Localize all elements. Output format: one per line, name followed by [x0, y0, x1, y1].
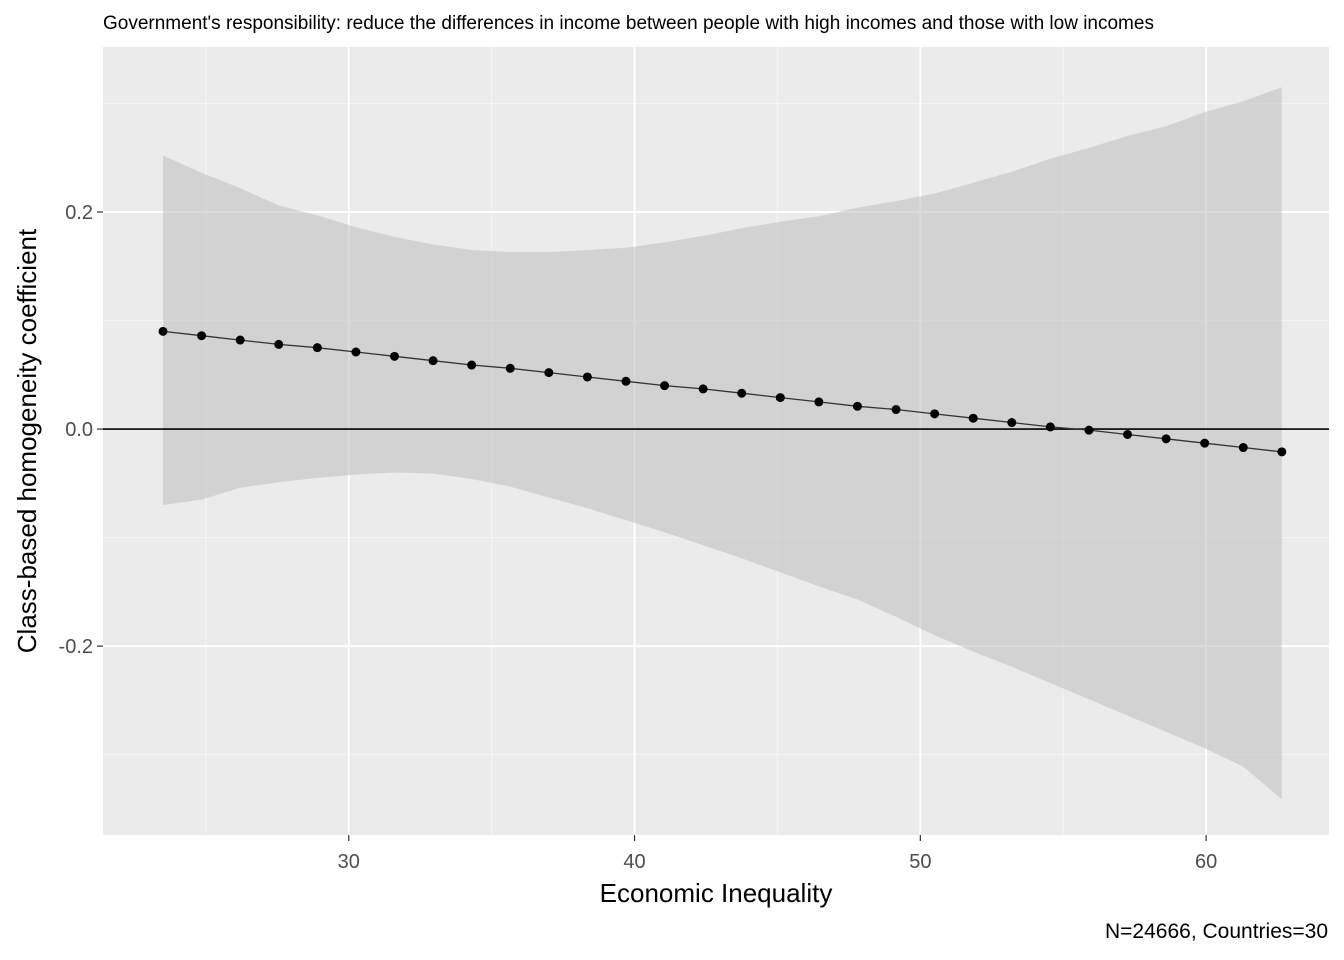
data-point [1123, 429, 1133, 439]
data-point [389, 351, 399, 361]
data-point [621, 376, 631, 386]
data-point [235, 335, 245, 345]
data-point [1084, 425, 1094, 435]
chart-caption: N=24666, Countries=30 [1105, 920, 1328, 943]
x-tick-label: 40 [623, 851, 645, 873]
data-point [1277, 447, 1287, 457]
x-tick-label: 60 [1195, 851, 1217, 873]
data-point [1045, 422, 1055, 432]
data-point [775, 393, 785, 403]
data-point [428, 356, 438, 366]
y-axis-label: Class-based homogeneity coefficient [12, 228, 42, 653]
data-point [1200, 438, 1210, 448]
data-point [814, 397, 824, 407]
chart-title: Government's responsibility: reduce the … [103, 13, 1154, 34]
data-point [197, 331, 207, 341]
data-point [737, 388, 747, 398]
y-tick-label: 0.0 [65, 419, 93, 441]
data-point [930, 409, 940, 419]
y-axis-ticks: -0.2 0.0 0.2 [59, 202, 103, 658]
y-tick-label: 0.2 [65, 202, 93, 224]
data-point [891, 405, 901, 415]
data-point [351, 347, 361, 357]
data-point [1007, 418, 1017, 428]
data-point [312, 343, 322, 353]
data-point [582, 372, 592, 382]
data-point [852, 401, 862, 411]
data-point [274, 339, 284, 349]
series-line-layer [162, 330, 1282, 453]
confidence-ribbon [163, 87, 1282, 800]
x-tick-label: 50 [909, 851, 931, 873]
data-point [505, 363, 515, 373]
series-line [162, 330, 1282, 453]
data-point [158, 326, 168, 336]
y-tick-label: -0.2 [59, 636, 93, 658]
data-point [1161, 434, 1171, 444]
data-points [158, 326, 1287, 457]
x-tick-label: 30 [338, 851, 360, 873]
x-axis-ticks: 30 40 50 60 [338, 835, 1217, 873]
data-point [544, 368, 554, 378]
data-point [968, 413, 978, 423]
data-point [698, 384, 708, 394]
data-point [660, 381, 670, 391]
x-axis-label: Economic Inequality [600, 878, 833, 908]
data-point [1238, 443, 1248, 453]
data-point [467, 360, 477, 370]
